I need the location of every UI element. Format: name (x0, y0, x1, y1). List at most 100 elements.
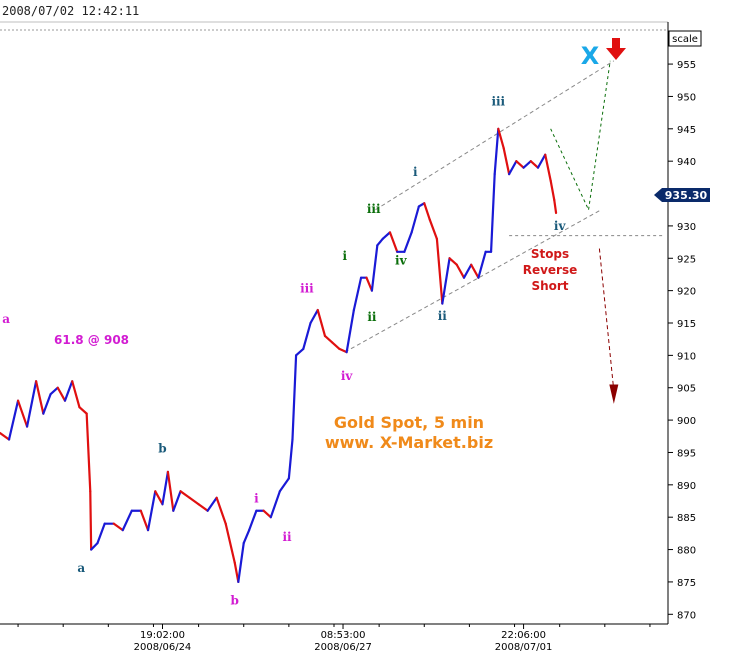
y-tick-label-945: 945 (677, 125, 696, 136)
x-tick-time-2: 22:06:00 (501, 630, 546, 641)
price-segment-7 (49, 386, 59, 396)
wave-label-0: a (2, 312, 10, 326)
price-segment-66 (455, 263, 466, 279)
projection-down-line (550, 128, 590, 210)
y-tick-label-910: 910 (677, 351, 696, 362)
y-tick-label-885: 885 (677, 513, 696, 524)
price-segment-18 (121, 509, 133, 532)
price-segment-64 (441, 257, 451, 305)
projection-up-line (588, 60, 611, 210)
chart-timestamp: 2008/07/02 12:42:11 (2, 4, 139, 18)
current-price-tag: 935.30 (654, 188, 710, 202)
stops-line1: Stops (531, 247, 569, 261)
price-segment-54 (376, 237, 384, 247)
short-target-arrowhead (609, 384, 619, 404)
price-segment-37 (262, 509, 272, 519)
price-segment-61 (423, 202, 431, 221)
watermark-url: www. X-Market.biz (325, 433, 493, 452)
price-segment-74 (502, 147, 511, 176)
price-segment-48 (338, 347, 348, 354)
scale-button[interactable]: scale (668, 30, 702, 47)
red-down-arrow-icon (606, 38, 626, 60)
stops-line3: Short (531, 279, 568, 293)
price-segment-63 (435, 237, 444, 305)
price-segment-41 (291, 354, 298, 441)
price-segment-15 (96, 522, 106, 545)
price-segment-56 (388, 231, 399, 253)
wave-label-10: iii (367, 202, 381, 216)
y-tick-label-905: 905 (677, 384, 696, 395)
price-segment-71 (489, 173, 496, 253)
price-segment-5 (35, 380, 45, 415)
stops-line2: Reverse (523, 263, 578, 277)
price-segment-4 (25, 380, 38, 428)
price-segment-62 (428, 218, 439, 240)
y-tick-label-950: 950 (677, 92, 696, 103)
price-segment-21 (146, 490, 157, 532)
price-segment-81 (549, 179, 556, 202)
y-tick-label-925: 925 (677, 254, 696, 265)
wave-label-14: iii (491, 95, 505, 109)
wave-label-6: iii (300, 282, 314, 296)
y-tick-label-940: 940 (677, 157, 696, 168)
wave-label-12: i (413, 165, 418, 179)
price-segment-33 (237, 541, 245, 584)
wave-label-4: i (254, 491, 259, 505)
price-segment-30 (215, 496, 227, 525)
price-segment-12 (85, 412, 92, 493)
price-segment-59 (410, 205, 420, 234)
price-segment-65 (448, 257, 458, 266)
price-segment-2 (7, 399, 20, 441)
price-segment-55 (381, 231, 392, 240)
price-segment-50 (352, 276, 363, 312)
price-segment-49 (345, 308, 355, 354)
price-segment-44 (309, 308, 319, 325)
price-segment-27 (188, 496, 200, 506)
price-segment-8 (56, 386, 67, 402)
price-segment-35 (248, 509, 258, 532)
fib-annotation: 61.8 @ 908 (54, 333, 129, 347)
price-segment-1 (0, 431, 11, 441)
y-tick-label-955: 955 (677, 60, 696, 71)
price-segment-11 (78, 406, 88, 415)
x-tick-date-2: 2008/07/01 (495, 642, 553, 651)
price-segment-75 (508, 160, 518, 176)
price-segment-78 (529, 160, 540, 169)
y-tick-label-880: 880 (677, 546, 696, 557)
price-segment-20 (139, 509, 150, 532)
price-segment-77 (522, 160, 532, 169)
price-segment-29 (206, 496, 218, 512)
price-segment-40 (287, 438, 294, 480)
price-segment-14 (90, 541, 99, 551)
x-tick-time-0: 19:02:00 (140, 630, 185, 641)
price-segment-31 (224, 522, 236, 564)
y-tick-label-930: 930 (677, 222, 696, 233)
price-segment-13 (89, 490, 93, 551)
current-price-value: 935.30 (665, 189, 708, 202)
price-segment-72 (493, 127, 500, 176)
y-tick-label-895: 895 (677, 448, 696, 459)
y-tick-label-915: 915 (677, 319, 696, 330)
price-series (0, 127, 558, 584)
wave-x-label: X (581, 42, 600, 70)
price-segment-9 (63, 380, 74, 402)
wave-label-15: iv (554, 219, 567, 233)
wave-label-13: ii (438, 309, 448, 323)
price-segment-45 (316, 308, 327, 338)
price-segment-79 (536, 153, 547, 169)
price-segment-82 (553, 198, 558, 215)
x-tick-date-1: 2008/06/27 (314, 642, 372, 651)
price-segment-43 (302, 321, 312, 350)
price-segment-76 (515, 160, 525, 169)
projection-short-line (598, 248, 615, 392)
price-segment-39 (278, 477, 290, 493)
upper-channel-line (375, 60, 615, 211)
price-segment-38 (269, 490, 281, 519)
price-segment-17 (112, 522, 124, 532)
price-segment-28 (197, 503, 209, 512)
price-segment-6 (42, 393, 52, 415)
price-segment-53 (370, 244, 379, 292)
price-segment-24 (166, 470, 175, 512)
